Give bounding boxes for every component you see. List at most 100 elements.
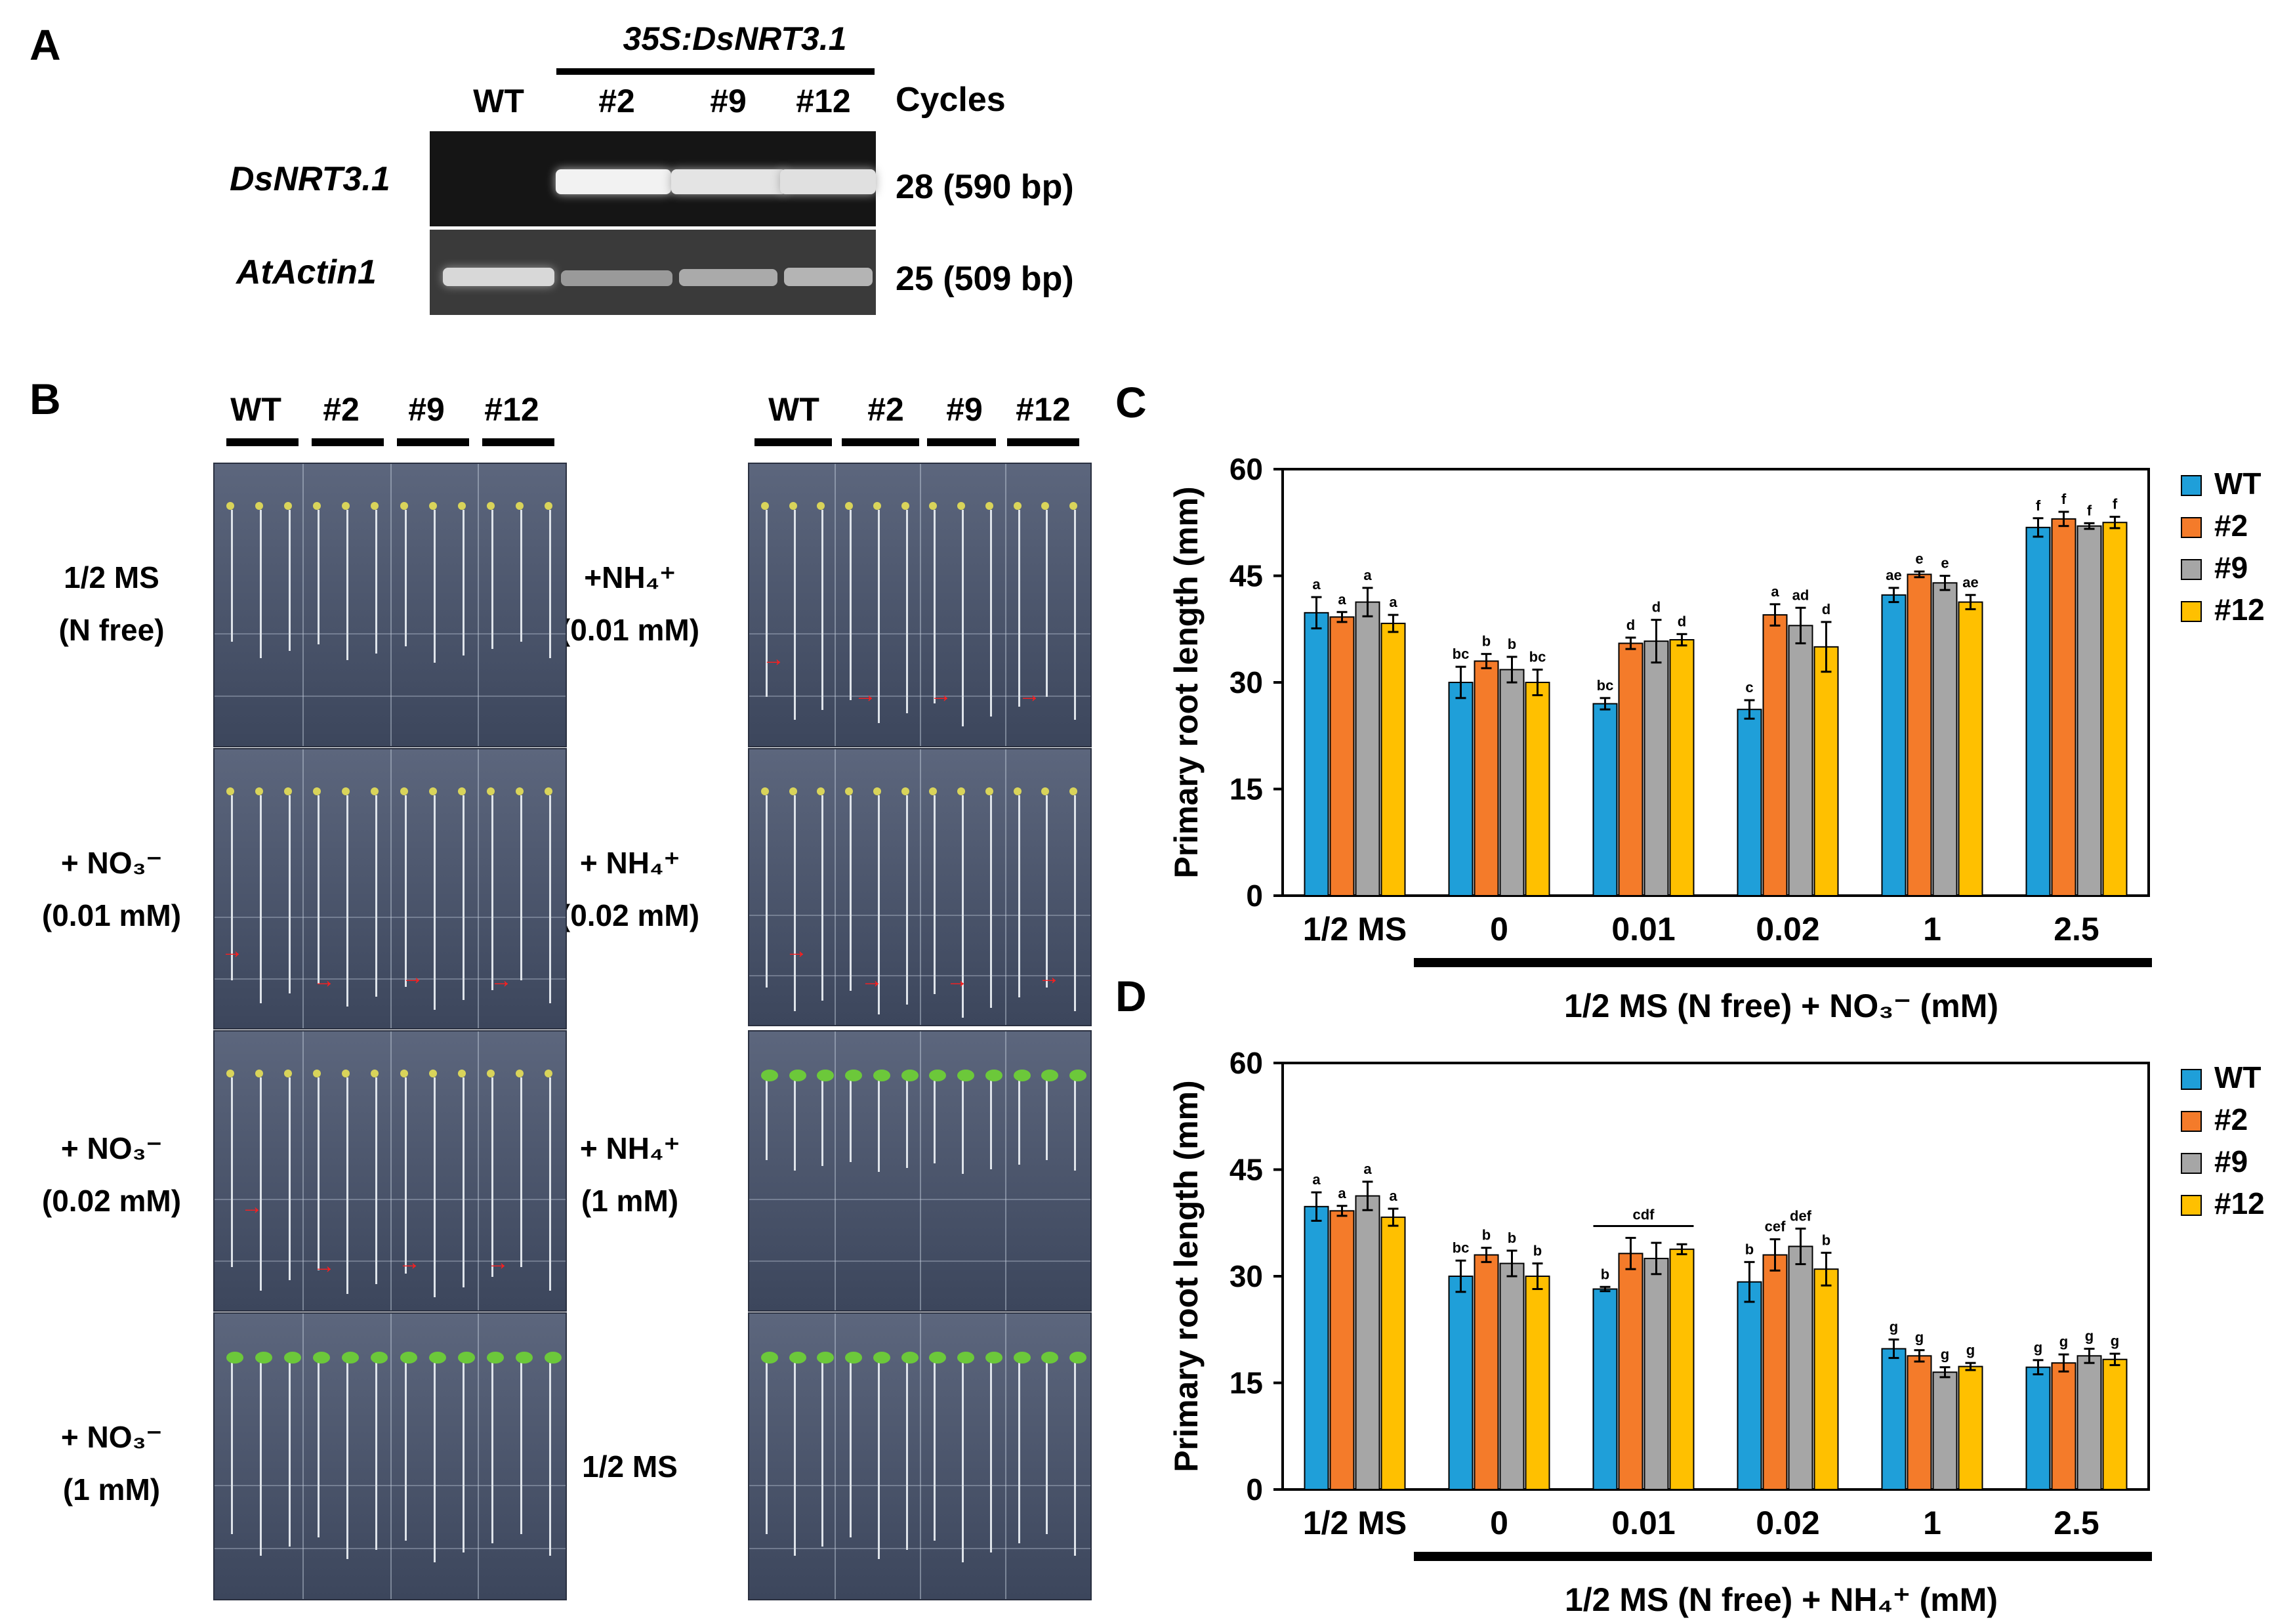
- x-tick-label: 0.02: [1756, 1505, 1819, 1541]
- seedling-root: [491, 1077, 493, 1278]
- significance-letter: ae: [1962, 574, 1978, 591]
- significance-letter: a: [1771, 583, 1779, 600]
- seedling-root: [934, 1360, 936, 1541]
- seedling-plate-photo: → → → →: [213, 1030, 567, 1312]
- seedling-cotyledon: [929, 787, 938, 795]
- seedling-cotyledon: [1069, 502, 1077, 510]
- red-arrow-icon: →: [861, 968, 883, 993]
- plate-grid-line: [390, 464, 392, 746]
- significance-letter: d: [1678, 613, 1686, 629]
- chart-c: 0 15 30 45 60 Primary root length (mm) 1/2 MS a…: [1168, 452, 2265, 1024]
- seedling-cotyledon: [342, 502, 350, 510]
- seedling-cotyledon: [486, 1352, 504, 1364]
- plate-grid-line: [749, 915, 1090, 916]
- seedling-cotyledon: [400, 502, 408, 510]
- seedling-root: [905, 1077, 908, 1168]
- seedling-cotyledon: [284, 1070, 293, 1077]
- plate-grid-line: [390, 749, 392, 1028]
- seedling-cotyledon: [255, 787, 264, 795]
- seedling-root: [962, 795, 964, 1018]
- seedling-cotyledon: [342, 1070, 350, 1077]
- legend-label: #2: [2214, 509, 2248, 543]
- seedling-cotyledon: [873, 787, 881, 795]
- seedling-cotyledon: [284, 1352, 302, 1364]
- legend-swatch: [2181, 1153, 2202, 1174]
- seedling-plate-photo: [213, 1312, 567, 1600]
- red-arrow-icon: →: [930, 682, 952, 707]
- x-tick-label: 0.02: [1756, 911, 1819, 947]
- seedling-root: [260, 1077, 262, 1291]
- seedling-plate-photo: → → → →: [748, 463, 1092, 747]
- significance-letter: a: [1389, 1188, 1397, 1204]
- red-arrow-icon: →: [241, 1194, 263, 1219]
- seedling-cotyledon: [284, 787, 293, 795]
- seedling-root: [520, 1077, 522, 1267]
- plate-grid-line: [749, 975, 1090, 977]
- lane-bar: [754, 438, 832, 446]
- seedling-cotyledon: [929, 1070, 947, 1081]
- panel-label-c: C: [1115, 378, 1147, 427]
- seedling-cotyledon: [400, 787, 408, 795]
- seedling-root: [462, 795, 465, 1000]
- chart-d: 0 15 30 45 60 Primary root length (mm) 1/2 MS a…: [1168, 1046, 2265, 1618]
- seedling-cotyledon: [845, 787, 854, 795]
- y-tick-label: 30: [1229, 1259, 1263, 1293]
- seedling-root: [549, 510, 551, 658]
- seedling-root: [850, 1077, 852, 1162]
- seedling-plate-photo: → → → →: [213, 748, 567, 1030]
- seedling-cotyledon: [1041, 1352, 1059, 1364]
- seedling-cotyledon: [929, 1352, 947, 1364]
- bar: [1329, 616, 1355, 896]
- seedling-cotyledon: [428, 1352, 446, 1364]
- seedling-cotyledon: [901, 787, 909, 795]
- seedling-cotyledon: [817, 1352, 835, 1364]
- bar: [1762, 614, 1788, 896]
- plate-grid-line: [1005, 749, 1006, 1025]
- gel-lane-9: #9: [710, 83, 747, 119]
- seedling-root: [375, 1360, 378, 1550]
- condition-line: (0.02 mM): [560, 898, 700, 932]
- construct-bar: [556, 68, 875, 75]
- seedling-cotyledon: [486, 502, 495, 510]
- seedling-root: [793, 1077, 796, 1171]
- plate-grid-line: [749, 695, 1090, 697]
- significance-letter: a: [1363, 1161, 1372, 1177]
- significance-letter: b: [1482, 633, 1491, 650]
- group-significance-letter: cdf: [1633, 1207, 1655, 1223]
- seedling-root: [375, 795, 378, 997]
- seedling-root: [260, 510, 262, 658]
- plate-grid-line: [390, 1031, 392, 1310]
- bar: [1618, 642, 1643, 896]
- seedling-root: [404, 1360, 407, 1541]
- seedling-cotyledon: [371, 502, 379, 510]
- condition-line: + NH₄⁺: [579, 846, 680, 880]
- bar: [1618, 1253, 1643, 1490]
- red-arrow-icon: →: [762, 646, 785, 671]
- gel-band: [784, 268, 873, 286]
- seedling-cotyledon: [313, 502, 321, 510]
- plate-grid-line: [1005, 1031, 1006, 1310]
- panel-label-a: A: [30, 20, 61, 69]
- seedling-root: [905, 1360, 908, 1550]
- x-tick-label: 1/2 MS: [1303, 1505, 1407, 1541]
- condition-right-3: + NH₄⁺ (1 mM): [531, 1122, 728, 1227]
- seedling-root: [821, 1360, 824, 1547]
- seedling-cotyledon: [371, 1070, 379, 1077]
- cycles-actin: 25 (509 bp): [896, 260, 1074, 298]
- bar: [2076, 525, 2102, 896]
- significance-letter: a: [1389, 594, 1397, 610]
- bar: [1737, 1281, 1762, 1490]
- red-arrow-icon: →: [1018, 682, 1041, 707]
- seedling-root: [1046, 795, 1048, 988]
- plate-grid-line: [215, 633, 566, 635]
- bar: [1932, 582, 1958, 896]
- significance-letter: b: [1508, 636, 1516, 652]
- plate-grid-line: [302, 464, 304, 746]
- condition-line: + NO₃⁻: [60, 1420, 163, 1454]
- legend-label: #12: [2214, 593, 2265, 627]
- plate-grid-line: [835, 1314, 836, 1599]
- seedling-cotyledon: [1013, 502, 1022, 510]
- significance-letter: g: [1890, 1318, 1898, 1335]
- gel-band: [671, 169, 787, 194]
- seedling-root: [793, 510, 796, 720]
